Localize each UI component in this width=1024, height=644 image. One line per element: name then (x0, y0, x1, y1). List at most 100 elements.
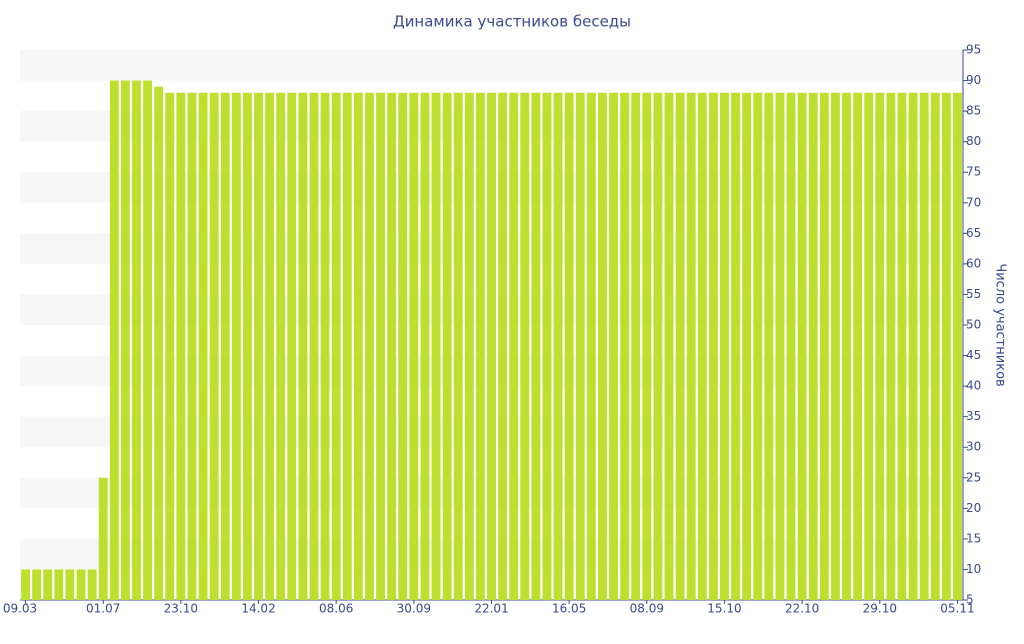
bar (431, 92, 441, 601)
y-tick-label: 95 (966, 43, 981, 57)
y-tick-label: 75 (966, 165, 981, 179)
bar (875, 92, 885, 601)
bar (231, 92, 241, 601)
y-tick-label: 80 (966, 134, 981, 148)
x-tick-label: 08.06 (319, 602, 353, 616)
bar (21, 569, 30, 600)
bar (43, 569, 53, 600)
bar (209, 92, 219, 601)
bar (498, 92, 508, 601)
y-tick-label: 50 (966, 318, 981, 332)
bar (664, 92, 674, 601)
bar (320, 92, 330, 601)
bar (753, 92, 763, 601)
y-tick-label: 25 (966, 470, 981, 484)
bar (553, 92, 563, 601)
bar (453, 92, 463, 601)
y-tick-label: 40 (966, 379, 981, 393)
bar (353, 92, 363, 601)
bar (797, 92, 807, 601)
x-tick-label: 08.09 (630, 602, 664, 616)
bar (631, 92, 641, 601)
bar (98, 477, 108, 600)
bar (132, 80, 141, 601)
y-tick-label: 20 (966, 501, 981, 515)
bar (542, 92, 552, 601)
bar (442, 92, 452, 601)
bar (886, 92, 896, 601)
bar (409, 92, 419, 601)
y-tick-label: 15 (966, 531, 981, 545)
bar (764, 92, 774, 601)
x-tick-label: 05.11 (940, 602, 974, 616)
bar (464, 92, 474, 601)
y-tick-label: 70 (966, 195, 981, 209)
bar (109, 80, 119, 601)
x-tick-label: 16.05 (552, 602, 586, 616)
bar (819, 92, 829, 601)
bar (808, 92, 818, 601)
bar (720, 92, 729, 601)
bar (675, 92, 685, 601)
bar (365, 92, 374, 601)
bar (653, 92, 663, 601)
bar (697, 92, 707, 601)
y-tick-label: 60 (966, 256, 981, 270)
y-tick-label: 10 (966, 562, 981, 576)
bar (176, 92, 186, 601)
bar (342, 92, 352, 601)
bar (620, 92, 630, 601)
y-axis-label: Число участников (993, 263, 1008, 386)
bar (897, 92, 907, 601)
bar (309, 92, 319, 601)
bar (165, 92, 175, 601)
bar (32, 569, 42, 600)
x-tick-label: 15.10 (707, 602, 741, 616)
bar (287, 92, 297, 601)
bar (864, 92, 874, 601)
y-tick-label: 45 (966, 348, 981, 362)
bar (387, 92, 397, 601)
bar (54, 569, 64, 600)
bar (941, 92, 951, 601)
bar (87, 569, 97, 600)
bar (187, 92, 197, 601)
bar (575, 92, 585, 601)
chart-title: Динамика участников беседы (393, 13, 631, 31)
y-tick-label: 35 (966, 409, 981, 423)
bar (265, 92, 275, 601)
bar (919, 92, 929, 601)
bar (76, 569, 86, 600)
bar (276, 92, 286, 601)
grid-band (20, 50, 963, 81)
y-tick-label: 90 (966, 73, 981, 87)
bar (742, 92, 752, 601)
bar (953, 92, 962, 601)
bar (786, 92, 796, 601)
bar (298, 92, 308, 601)
bar (242, 92, 252, 601)
bar (376, 92, 385, 601)
bar (842, 92, 851, 601)
x-tick-label: 14.02 (241, 602, 275, 616)
y-tick-label: 5 (966, 593, 974, 607)
bar (154, 86, 164, 600)
bar (686, 92, 696, 601)
bar (531, 92, 541, 601)
bar (331, 92, 341, 601)
bar (609, 92, 618, 601)
bar (120, 80, 130, 601)
bar (586, 92, 596, 601)
bar (487, 92, 496, 601)
x-tick-label: 01.07 (86, 602, 120, 616)
bar (642, 92, 652, 601)
bar (708, 92, 718, 601)
bar (598, 92, 607, 601)
bar (830, 92, 840, 601)
y-tick-label: 55 (966, 287, 981, 301)
x-tick-label: 29.10 (863, 602, 897, 616)
y-tick-label: 85 (966, 104, 981, 118)
bar (143, 80, 153, 601)
x-tick-label: 22.01 (474, 602, 508, 616)
